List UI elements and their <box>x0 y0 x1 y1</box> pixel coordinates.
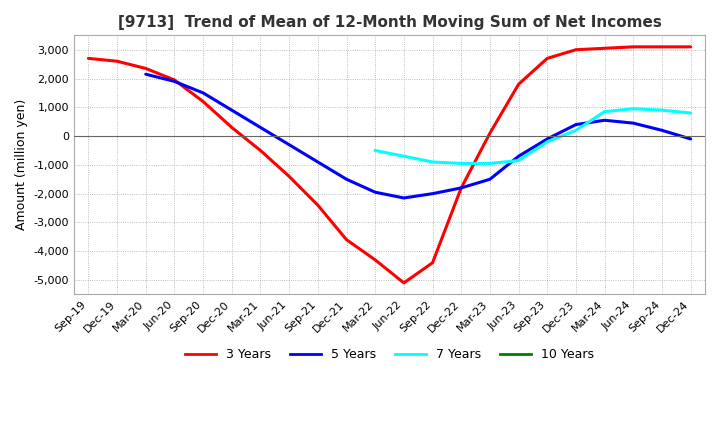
3 Years <box>256 148 265 153</box>
3 Years <box>543 56 552 61</box>
3 Years <box>600 46 609 51</box>
5 Years <box>686 136 695 142</box>
7 Years <box>686 110 695 116</box>
5 Years <box>572 122 580 127</box>
3 Years <box>400 280 408 286</box>
Title: [9713]  Trend of Mean of 12-Month Moving Sum of Net Incomes: [9713] Trend of Mean of 12-Month Moving … <box>117 15 662 30</box>
5 Years <box>514 154 523 159</box>
5 Years <box>285 142 294 147</box>
7 Years <box>485 161 494 166</box>
5 Years <box>342 176 351 182</box>
7 Years <box>572 128 580 133</box>
5 Years <box>313 159 322 165</box>
5 Years <box>228 107 236 113</box>
3 Years <box>170 77 179 83</box>
3 Years <box>514 82 523 87</box>
5 Years <box>485 176 494 182</box>
3 Years <box>141 66 150 71</box>
3 Years <box>572 47 580 52</box>
5 Years <box>199 90 207 95</box>
3 Years <box>485 131 494 136</box>
7 Years <box>600 109 609 114</box>
5 Years <box>428 191 437 196</box>
Y-axis label: Amount (million yen): Amount (million yen) <box>15 99 28 231</box>
7 Years <box>457 161 466 166</box>
3 Years <box>342 237 351 242</box>
3 Years <box>657 44 666 49</box>
7 Years <box>371 148 379 153</box>
3 Years <box>84 56 93 61</box>
3 Years <box>228 125 236 130</box>
Line: 7 Years: 7 Years <box>375 109 690 163</box>
5 Years <box>371 190 379 195</box>
3 Years <box>629 44 638 49</box>
3 Years <box>428 260 437 265</box>
5 Years <box>629 121 638 126</box>
5 Years <box>400 195 408 201</box>
Legend: 3 Years, 5 Years, 7 Years, 10 Years: 3 Years, 5 Years, 7 Years, 10 Years <box>180 343 599 366</box>
3 Years <box>457 185 466 191</box>
5 Years <box>256 125 265 130</box>
5 Years <box>657 128 666 133</box>
3 Years <box>199 99 207 104</box>
3 Years <box>113 59 122 64</box>
5 Years <box>141 72 150 77</box>
7 Years <box>543 139 552 144</box>
3 Years <box>313 202 322 208</box>
7 Years <box>514 158 523 163</box>
3 Years <box>371 257 379 263</box>
Line: 3 Years: 3 Years <box>89 47 690 283</box>
5 Years <box>170 79 179 84</box>
7 Years <box>629 106 638 111</box>
3 Years <box>285 174 294 179</box>
Line: 5 Years: 5 Years <box>145 74 690 198</box>
3 Years <box>686 44 695 49</box>
7 Years <box>657 107 666 113</box>
5 Years <box>457 185 466 191</box>
5 Years <box>600 117 609 123</box>
7 Years <box>428 159 437 165</box>
7 Years <box>400 154 408 159</box>
5 Years <box>543 136 552 142</box>
